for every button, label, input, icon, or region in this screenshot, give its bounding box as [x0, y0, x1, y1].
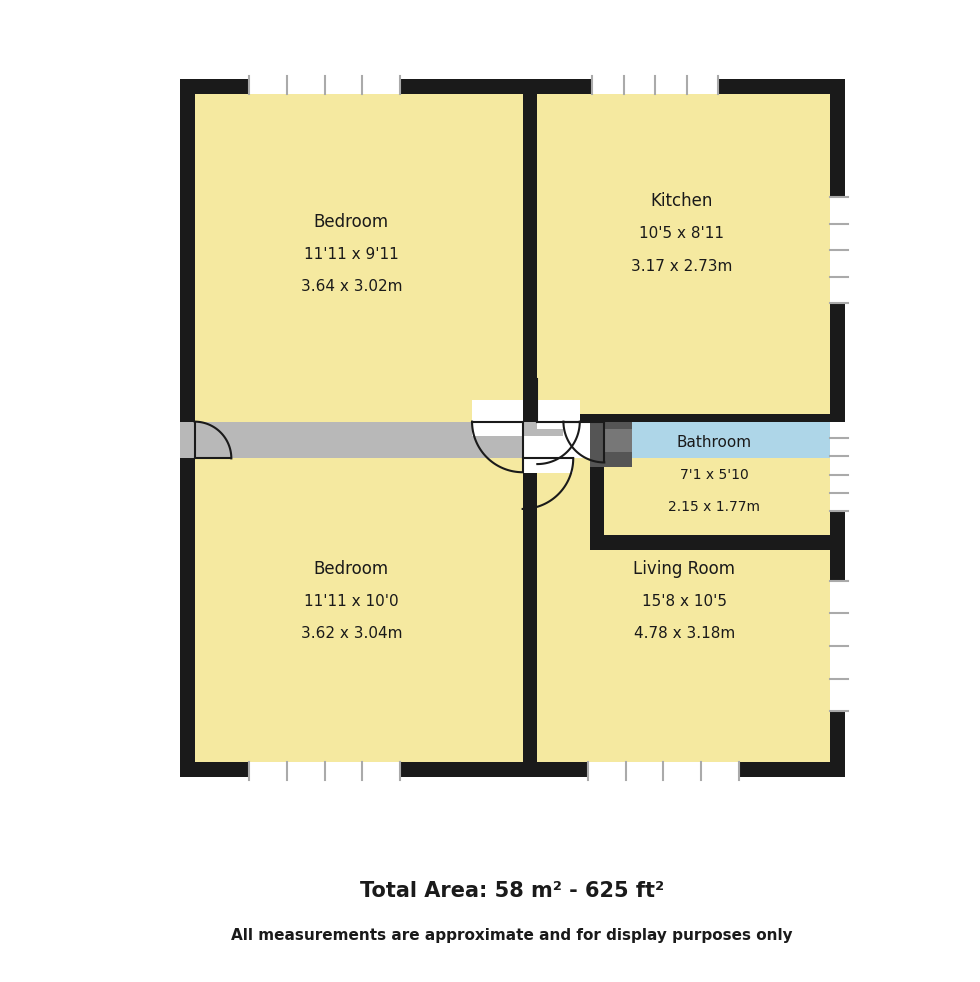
Bar: [605, 421, 830, 535]
Bar: [522, 459, 537, 777]
Bar: [472, 400, 522, 436]
Text: Living Room: Living Room: [633, 560, 735, 577]
Bar: [126, 421, 180, 459]
Bar: [180, 79, 845, 421]
Text: All measurements are approximate and for display purposes only: All measurements are approximate and for…: [231, 928, 793, 944]
Bar: [537, 400, 580, 429]
Text: 4.78 x 3.18m: 4.78 x 3.18m: [634, 627, 735, 641]
Text: Bathroom: Bathroom: [677, 435, 752, 450]
Text: 7'1 x 5'10: 7'1 x 5'10: [680, 467, 749, 482]
Bar: [590, 421, 605, 550]
Bar: [249, 76, 400, 93]
Text: Kitchen: Kitchen: [651, 192, 713, 210]
Bar: [522, 436, 573, 473]
Bar: [830, 580, 849, 711]
Bar: [249, 762, 400, 780]
Bar: [537, 93, 830, 414]
Bar: [605, 429, 632, 452]
Bar: [592, 76, 718, 93]
Text: 11'11 x 10'0: 11'11 x 10'0: [304, 594, 399, 609]
Text: 3.64 x 3.02m: 3.64 x 3.02m: [301, 280, 402, 295]
Text: 3.17 x 2.73m: 3.17 x 2.73m: [631, 259, 732, 274]
Bar: [195, 459, 522, 762]
Bar: [588, 762, 739, 780]
Text: 15'8 x 10'5: 15'8 x 10'5: [642, 594, 727, 609]
Bar: [590, 421, 632, 466]
Bar: [564, 421, 619, 459]
Text: 3.62 x 3.04m: 3.62 x 3.04m: [301, 627, 402, 641]
Text: Bedroom: Bedroom: [314, 213, 389, 231]
Bar: [180, 459, 845, 777]
Text: 10'5 x 8'11: 10'5 x 8'11: [639, 227, 724, 242]
Text: Total Area: 58 m² - 625 ft²: Total Area: 58 m² - 625 ft²: [360, 881, 664, 900]
Bar: [830, 438, 849, 512]
Bar: [830, 197, 849, 303]
Text: Bedroom: Bedroom: [314, 560, 389, 577]
Bar: [180, 421, 590, 459]
Bar: [590, 535, 845, 550]
Text: 2.15 x 1.77m: 2.15 x 1.77m: [668, 500, 760, 515]
Bar: [537, 459, 830, 762]
Text: 11'11 x 9'11: 11'11 x 9'11: [304, 246, 399, 262]
Bar: [522, 79, 537, 421]
Bar: [195, 93, 522, 421]
